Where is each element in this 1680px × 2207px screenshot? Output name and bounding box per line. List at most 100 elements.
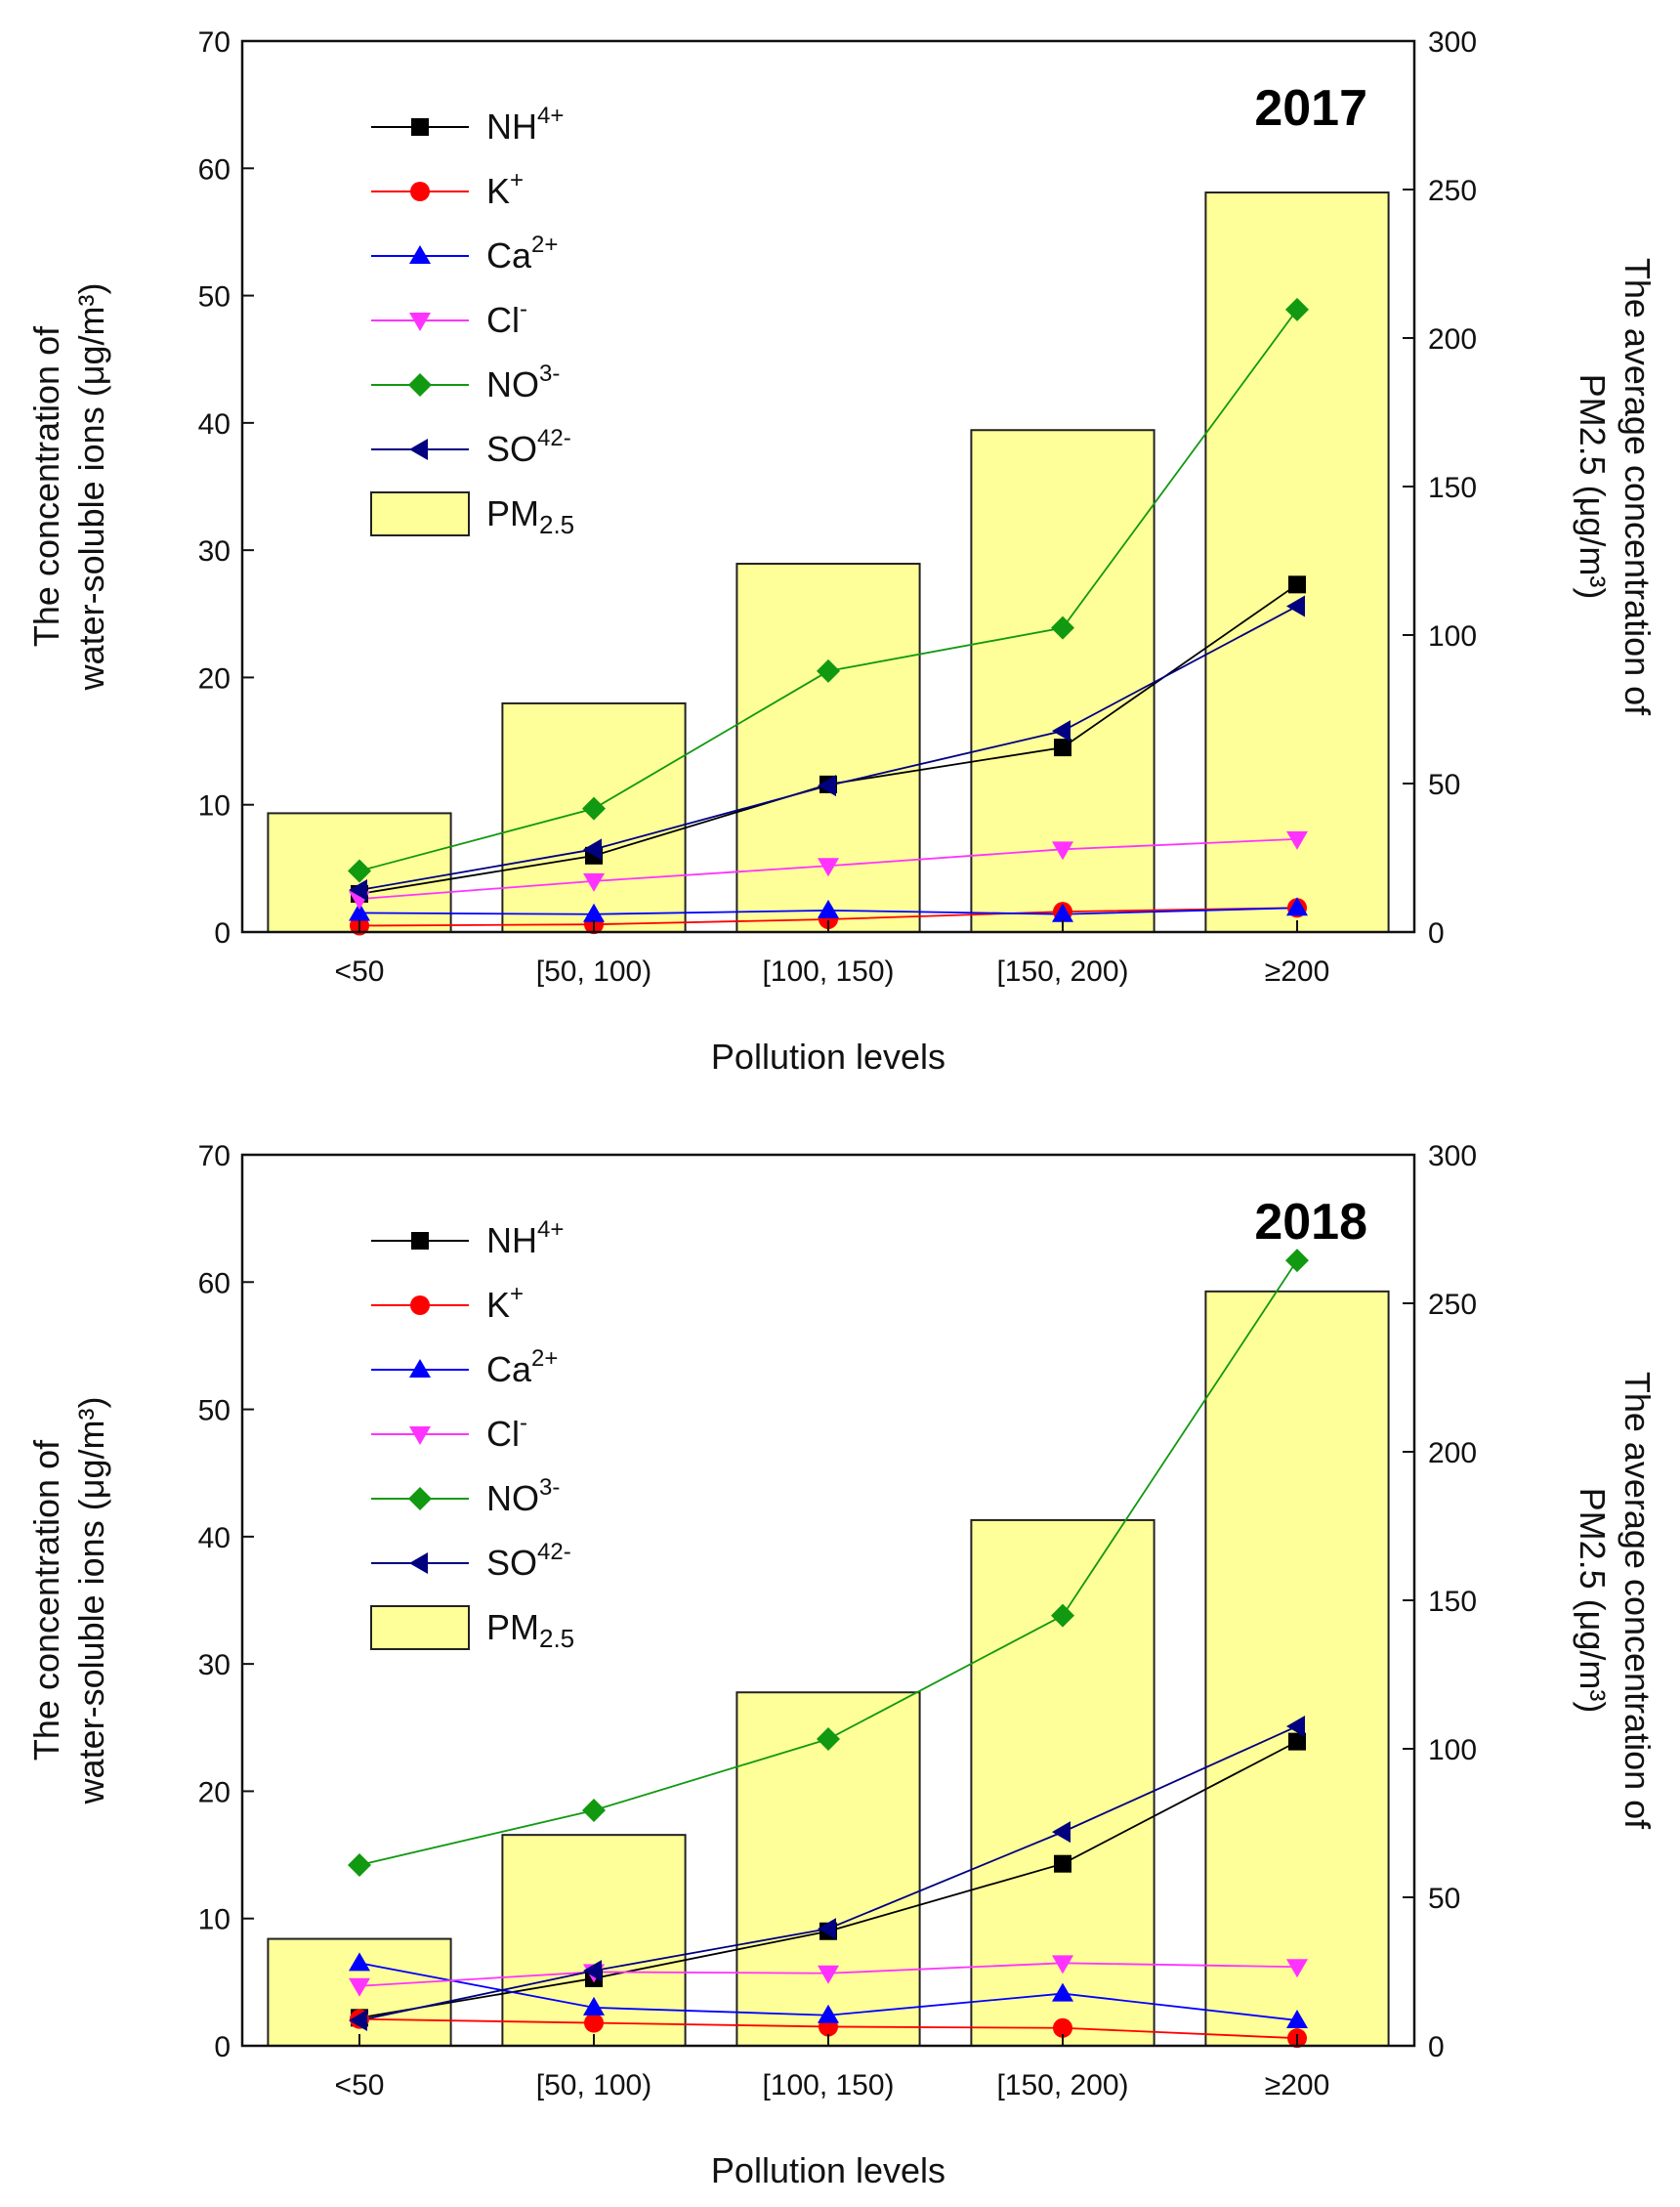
c1-point-5-3 — [1052, 1821, 1071, 1844]
c0-x-tick-label: ≥200 — [1265, 955, 1330, 988]
c1-y2-axis-title: The average concentration ofPM2.5 (μg/m³… — [1573, 1372, 1658, 1830]
c0-point-4-2 — [817, 658, 840, 683]
c0-y2-tick-label: 200 — [1428, 323, 1477, 356]
c1-legend-label-5: SO42- — [486, 1539, 571, 1583]
c0-y2-tick-label: 0 — [1428, 917, 1445, 950]
c0-point-4-0 — [348, 859, 371, 883]
c0-legend-marker-4 — [408, 373, 432, 397]
c0-y-tick-label: 30 — [198, 535, 231, 568]
c0-y-axis-title: The concentration of water-soluble ions (… — [26, 283, 111, 692]
c1-x-tick-label: [50, 100) — [536, 2069, 651, 2101]
c0-y2-tick-label: 100 — [1428, 620, 1477, 653]
c1-point-2-3 — [1052, 1982, 1073, 2002]
c0-legend-marker-3 — [409, 313, 431, 331]
c1-point-0-3 — [1054, 1854, 1071, 1873]
c0-point-5-2 — [818, 775, 836, 797]
c0-x-tick-label: [150, 200) — [996, 955, 1128, 988]
c0-x-axis-title: Pollution levels — [711, 1037, 945, 1077]
c1-legend-label-0: NH4+ — [486, 1216, 564, 1260]
c1-x-tick-label: <50 — [335, 2069, 385, 2101]
c0-y2-tick-label: 250 — [1428, 175, 1477, 207]
c1-legend-label-1: K+ — [486, 1281, 524, 1325]
c1-legend-bar-swatch — [370, 1605, 470, 1650]
c1-y-tick-label: 0 — [214, 2031, 231, 2063]
c0-y-tick-label: 40 — [198, 408, 231, 441]
c1-y2-tick-label: 200 — [1428, 1437, 1477, 1469]
c0-point-4-4 — [1285, 297, 1309, 321]
c0-point-3-1 — [583, 872, 605, 892]
c0-legend-label-3: Cl- — [486, 296, 527, 340]
c1-y2-tick-label: 50 — [1428, 1883, 1460, 1915]
c1-y-tick-label: 20 — [198, 1776, 231, 1808]
c0-point-4-1 — [582, 796, 606, 821]
c1-legend-marker-5 — [409, 1552, 428, 1574]
c1-point-4-0 — [348, 1852, 371, 1877]
c0-legend-label-4: NO3- — [486, 361, 560, 404]
c1-y-tick-label: 60 — [198, 1267, 231, 1299]
c1-x-tick-label: [100, 150) — [762, 2069, 894, 2101]
c1-x-tick-label: ≥200 — [1265, 2069, 1330, 2101]
c1-point-5-0 — [349, 2009, 367, 2031]
c0-point-2-4 — [1286, 897, 1308, 916]
c0-y-tick-label: 10 — [198, 790, 231, 823]
c1-legend-marker-0 — [411, 1232, 429, 1250]
c1-legend-label-pm25: PM2.5 — [486, 1607, 574, 1653]
c1-point-1-1 — [584, 2013, 604, 2033]
c0-point-2-1 — [583, 903, 605, 922]
c0-legend-label-2: Ca2+ — [486, 232, 558, 276]
c1-x-axis-title: Pollution levels — [711, 2150, 945, 2190]
c0-y-tick-label: 20 — [198, 662, 231, 695]
c1-point-4-1 — [582, 1798, 606, 1822]
c1-point-4-3 — [1051, 1603, 1074, 1628]
c0-y-tick-label: 60 — [198, 153, 231, 186]
c1-point-3-2 — [818, 1965, 839, 1984]
c1-pm25-bar-4 — [1204, 1290, 1390, 2047]
c0-year-label: 2017 — [1254, 80, 1367, 137]
c1-point-2-1 — [583, 1996, 605, 2016]
c1-legend-marker-1 — [410, 1295, 430, 1315]
c1-point-4-4 — [1285, 1249, 1309, 1273]
c1-point-2-2 — [818, 2004, 839, 2023]
c0-y2-tick-label: 150 — [1428, 472, 1477, 504]
c1-pm25-bar-2 — [735, 1691, 921, 2047]
c0-y2-tick-label: 50 — [1428, 769, 1460, 801]
c0-pm25-bar-3 — [970, 429, 1155, 933]
c1-y-axis-title: The concentration of water-soluble ions (… — [26, 1397, 111, 1805]
c1-x-tick-label: [150, 200) — [996, 2069, 1128, 2101]
c0-point-5-1 — [583, 838, 602, 861]
c1-legend-marker-3 — [409, 1426, 431, 1445]
c0-x-tick-label: <50 — [335, 955, 385, 988]
c0-x-tick-label: [100, 150) — [762, 955, 894, 988]
c1-y-tick-label: 40 — [198, 1522, 231, 1554]
c1-legend-label-3: Cl- — [486, 1410, 527, 1454]
c0-point-5-4 — [1286, 595, 1305, 617]
c1-y-tick-label: 70 — [198, 1140, 231, 1172]
c0-legend-label-pm25: PM2.5 — [486, 493, 574, 539]
c0-legend-marker-5 — [409, 439, 428, 460]
c1-y2-tick-label: 300 — [1428, 1140, 1477, 1172]
c1-y2-tick-label: 250 — [1428, 1289, 1477, 1321]
c0-y-tick-label: 70 — [198, 26, 231, 59]
c0-point-2-2 — [818, 899, 839, 918]
c0-y2-axis-title: The average concentration ofPM2.5 (μg/m³… — [1573, 258, 1658, 716]
c1-point-2-4 — [1286, 2009, 1308, 2028]
c1-legend-marker-2 — [409, 1359, 431, 1378]
c1-y-tick-label: 10 — [198, 1904, 231, 1936]
c1-point-4-2 — [817, 1727, 840, 1752]
c0-legend-marker-0 — [411, 118, 429, 136]
chart-2017: 0 10 20 30 40 50 60 70 0 50 100 150 200 250 300 <50 [50,… — [26, 26, 1658, 1077]
c0-point-2-3 — [1052, 903, 1073, 922]
c1-point-0-4 — [1288, 1732, 1306, 1751]
c1-y2-tick-label: 150 — [1428, 1586, 1477, 1618]
c1-legend-label-2: Ca2+ — [486, 1345, 558, 1389]
c1-legend-marker-4 — [408, 1487, 432, 1510]
c0-legend-label-5: SO42- — [486, 425, 571, 469]
c1-point-2-0 — [349, 1952, 370, 1972]
c0-legend-label-1: K+ — [486, 167, 524, 211]
c0-x-tick-label: [50, 100) — [536, 955, 651, 988]
c0-point-5-3 — [1052, 720, 1071, 743]
c1-year-label: 2018 — [1254, 1194, 1367, 1251]
c0-y2-tick-label: 300 — [1428, 26, 1477, 59]
c0-point-5-0 — [349, 879, 367, 902]
